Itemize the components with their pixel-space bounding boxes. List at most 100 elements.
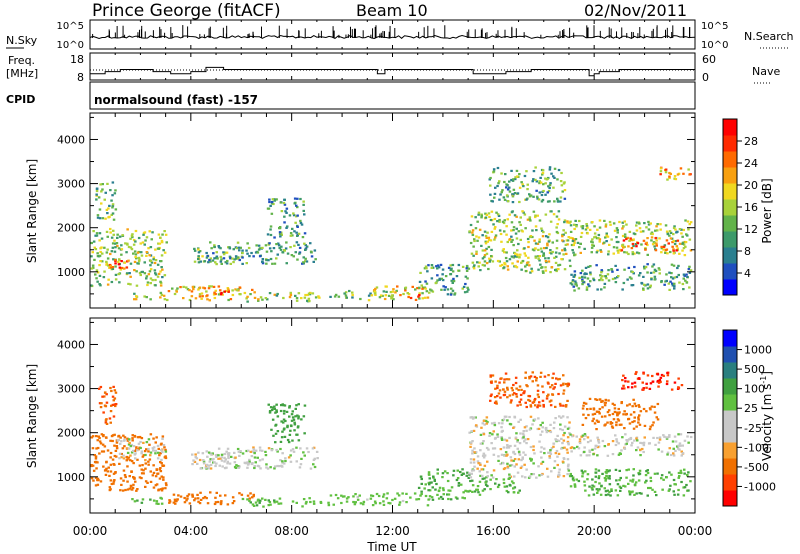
heatmap-cell (583, 438, 586, 441)
heatmap-cell (98, 387, 101, 390)
heatmap-cell (621, 387, 624, 390)
date-title: 02/Nov/2011 (584, 1, 687, 20)
heatmap-cell (639, 230, 643, 233)
heatmap-cell (508, 258, 512, 261)
heatmap-cell (529, 405, 533, 408)
heatmap-cell (481, 249, 485, 252)
heatmap-cell (159, 296, 162, 299)
nave-tick-bottom: 0 (702, 71, 709, 84)
heatmap-cell (522, 391, 526, 394)
heatmap-cell (539, 247, 543, 250)
heatmap-cell (538, 182, 541, 185)
heatmap-cell (597, 233, 601, 237)
heatmap-cell (536, 195, 539, 198)
heatmap-cell (278, 226, 282, 229)
heatmap-cell (559, 404, 562, 407)
heatmap-cell (630, 239, 633, 242)
heatmap-cell (501, 189, 504, 192)
heatmap-cell (113, 403, 117, 406)
heatmap-cell (609, 223, 612, 226)
heatmap-cell (253, 296, 257, 299)
heatmap-cell (681, 249, 684, 252)
heatmap-cell (208, 299, 211, 302)
heatmap-cell (520, 459, 523, 462)
heatmap-cell (621, 246, 625, 249)
noise-tick-right-top: 10^5 (701, 21, 728, 32)
heatmap-cell (198, 286, 202, 289)
heatmap-cell (147, 450, 150, 453)
heatmap-cell (101, 183, 104, 186)
heatmap-cell (431, 498, 435, 501)
heatmap-cell (132, 483, 135, 486)
heatmap-cell (486, 484, 489, 488)
y-tick-label: 3000 (57, 383, 85, 396)
heatmap-cell (122, 454, 125, 457)
heatmap-cell (238, 492, 241, 495)
heatmap-cell (151, 447, 155, 450)
heatmap-cell (555, 247, 559, 250)
heatmap-cell (333, 295, 337, 298)
heatmap-cell (134, 240, 137, 243)
heatmap-cell (489, 374, 492, 377)
heatmap-cell (131, 233, 134, 236)
heatmap-cell (211, 259, 215, 262)
heatmap-cell (609, 422, 613, 425)
heatmap-cell (632, 272, 635, 275)
heatmap-cell (595, 237, 599, 240)
heatmap-cell (443, 288, 446, 291)
heatmap-cell (668, 271, 671, 274)
heatmap-cell (530, 458, 533, 461)
heatmap-cell (580, 469, 584, 472)
heatmap-cell (540, 462, 543, 465)
heatmap-cell (595, 251, 599, 254)
heatmap-cell (143, 231, 147, 234)
heatmap-cell (111, 181, 115, 184)
heatmap-cell (469, 241, 473, 245)
heatmap-cell (608, 414, 611, 417)
heatmap-cell (549, 220, 553, 223)
freq-label: Freq. (8, 54, 35, 67)
heatmap-cell (689, 269, 693, 272)
heatmap-cell (275, 257, 278, 260)
heatmap-cell (686, 473, 689, 477)
heatmap-cell (227, 456, 230, 460)
heatmap-cell (206, 455, 209, 458)
heatmap-cell (684, 279, 687, 282)
heatmap-cell (485, 416, 489, 419)
heatmap-cell (574, 280, 577, 283)
heatmap-cell (302, 498, 306, 501)
heatmap-cell (591, 238, 594, 241)
heatmap-cell (677, 447, 680, 450)
heatmap-cell (259, 449, 262, 452)
heatmap-cell (436, 264, 440, 267)
heatmap-cell (92, 240, 96, 243)
heatmap-cell (96, 446, 100, 450)
heatmap-cell (483, 254, 487, 257)
heatmap-cell (669, 453, 673, 457)
heatmap-cell (642, 275, 645, 278)
heatmap-cell (617, 407, 620, 411)
heatmap-cell (384, 294, 388, 297)
heatmap-cell (683, 472, 686, 475)
heatmap-cell (539, 181, 543, 184)
heatmap-cell (290, 413, 294, 416)
heatmap-cell (547, 374, 550, 377)
heatmap-cell (515, 255, 518, 258)
heatmap-cell (471, 452, 474, 455)
heatmap-cell (484, 240, 487, 243)
heatmap-cell (155, 436, 158, 439)
heatmap-cell (512, 487, 515, 490)
heatmap-cell (417, 486, 421, 489)
heatmap-cell (114, 242, 117, 245)
heatmap-cell (267, 243, 271, 246)
heatmap-cell (621, 221, 624, 224)
heatmap-cell (680, 232, 683, 235)
heatmap-cell (373, 292, 377, 295)
nave-label: Nave (752, 65, 780, 78)
heatmap-cell (566, 467, 570, 470)
heatmap-cell (662, 434, 665, 437)
heatmap-cell (640, 281, 643, 285)
heatmap-cell (683, 439, 687, 442)
heatmap-cell (474, 227, 478, 230)
heatmap-cell (177, 494, 180, 497)
